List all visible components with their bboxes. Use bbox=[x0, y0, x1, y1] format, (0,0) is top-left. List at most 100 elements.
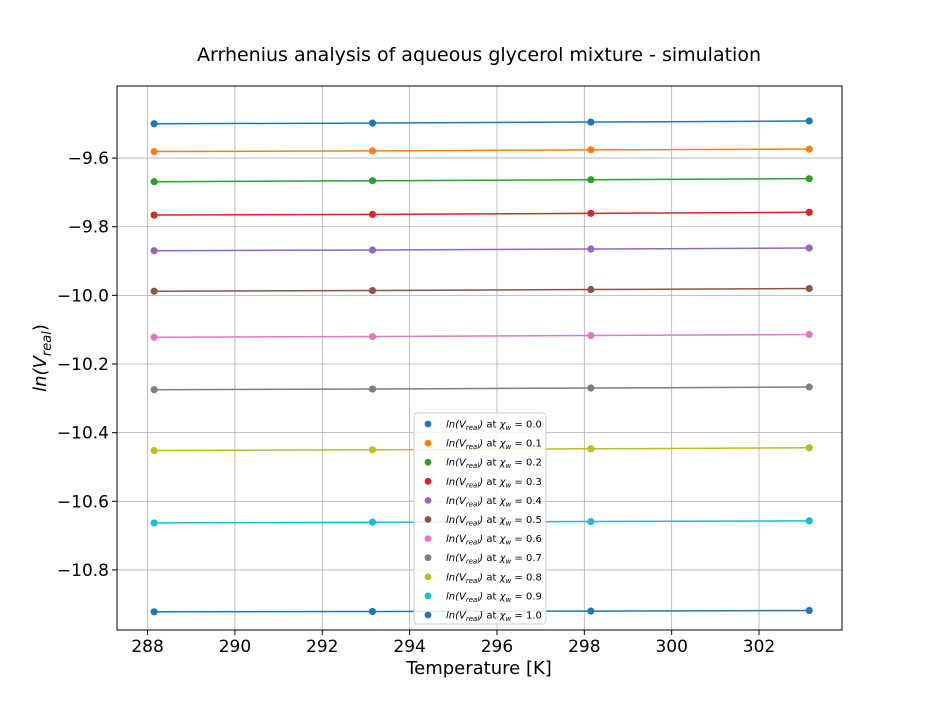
data-point bbox=[368, 177, 377, 185]
data-point bbox=[150, 608, 158, 616]
data-point bbox=[805, 383, 813, 391]
data-point bbox=[150, 247, 158, 255]
legend-entry: ln(Vreal) at χw = 0.1 bbox=[446, 439, 542, 452]
legend-entry: ln(Vreal) at χw = 0.3 bbox=[446, 477, 542, 490]
y-tick-label: −10.6 bbox=[57, 492, 109, 512]
data-point bbox=[805, 517, 813, 525]
data-point bbox=[805, 284, 813, 293]
data-point bbox=[368, 518, 377, 526]
data-point bbox=[587, 607, 595, 615]
series-line bbox=[154, 177, 810, 183]
legend-marker bbox=[424, 554, 432, 562]
chart-title: Arrhenius analysis of aqueous glycerol m… bbox=[197, 44, 761, 66]
data-point bbox=[150, 519, 158, 527]
data-point bbox=[587, 146, 595, 154]
x-tick-label: 294 bbox=[393, 637, 425, 657]
series-line bbox=[154, 333, 810, 338]
data-point bbox=[805, 175, 813, 183]
data-point bbox=[587, 445, 595, 453]
data-point bbox=[150, 333, 158, 341]
legend-entry: ln(Vreal) at χw = 0.0 bbox=[446, 420, 542, 433]
data-point bbox=[587, 285, 595, 294]
legend: ln(Vreal) at χw = 0.0 ln(Vreal) at χw = 0… bbox=[413, 412, 547, 625]
legend-entry: ln(Vreal) at χw = 1.0 bbox=[446, 611, 542, 624]
data-point bbox=[587, 245, 595, 253]
data-point bbox=[150, 178, 158, 186]
data-point bbox=[805, 444, 813, 452]
data-point bbox=[150, 287, 158, 295]
y-tick-label: −10.2 bbox=[57, 355, 109, 375]
series-0.5 bbox=[150, 284, 813, 295]
legend-marker bbox=[424, 420, 432, 428]
data-point bbox=[150, 386, 158, 394]
x-tick-label: 298 bbox=[568, 637, 600, 657]
x-axis-label: Temperature [K] bbox=[405, 658, 552, 679]
data-point bbox=[805, 145, 813, 153]
legend-marker bbox=[424, 611, 432, 619]
x-axis: 288 290 292 294 296 298 300 302 bbox=[131, 630, 775, 657]
y-tick-label: −9.8 bbox=[68, 218, 109, 238]
series-0.6 bbox=[150, 330, 813, 341]
legend-entry: ln(Vreal) at χw = 0.8 bbox=[446, 572, 542, 585]
x-tick-label: 300 bbox=[655, 637, 687, 657]
legend-marker bbox=[424, 516, 432, 523]
data-point bbox=[805, 208, 813, 216]
data-point bbox=[805, 244, 813, 252]
data-point bbox=[587, 384, 595, 392]
data-point bbox=[368, 607, 377, 616]
data-point bbox=[587, 331, 595, 340]
y-axis-label: ln(Vreal) bbox=[30, 324, 55, 392]
legend-marker bbox=[424, 477, 432, 485]
data-point bbox=[805, 117, 813, 125]
y-tick-label: −10.4 bbox=[57, 424, 109, 444]
legend-entry: ln(Vreal) at χw = 0.7 bbox=[446, 553, 542, 566]
legend-marker bbox=[424, 592, 432, 600]
x-tick-label: 288 bbox=[131, 637, 163, 657]
plot-frame bbox=[116, 85, 843, 631]
series-0.4 bbox=[150, 244, 813, 255]
legend-marker bbox=[424, 458, 432, 466]
y-axis: −9.6 −9.8 −10.0 −10.2 −10.4 −10.6 −10.8 bbox=[57, 149, 117, 581]
legend-entry: ln(Vreal) at χw = 0.6 bbox=[446, 534, 542, 547]
series-0.2 bbox=[150, 175, 813, 186]
data-point bbox=[587, 209, 595, 217]
series-line bbox=[154, 120, 810, 125]
data-point bbox=[150, 147, 158, 156]
data-point bbox=[150, 446, 158, 455]
data-point bbox=[368, 246, 377, 254]
legend-marker bbox=[424, 439, 432, 447]
legend-entry: ln(Vreal) at χw = 0.2 bbox=[446, 458, 542, 471]
legend-marker bbox=[424, 497, 432, 504]
series-0.7 bbox=[150, 383, 813, 394]
x-tick-label: 292 bbox=[306, 637, 338, 657]
data-point bbox=[368, 446, 377, 454]
y-tick-label: −10.8 bbox=[57, 561, 109, 581]
data-point bbox=[805, 606, 813, 615]
data-point bbox=[587, 517, 595, 526]
series-0.1 bbox=[150, 145, 813, 156]
series-line bbox=[154, 247, 810, 252]
series-line bbox=[154, 211, 810, 216]
data-point bbox=[368, 210, 377, 218]
data-point bbox=[368, 286, 377, 295]
data-point bbox=[368, 385, 377, 393]
legend-marker bbox=[424, 535, 432, 542]
legend-entry: ln(Vreal) at χw = 0.5 bbox=[446, 515, 542, 528]
data-point bbox=[368, 332, 377, 341]
series-0.3 bbox=[150, 208, 813, 219]
data-point bbox=[587, 118, 595, 126]
series-line bbox=[154, 287, 810, 292]
series-0.0 bbox=[150, 117, 813, 128]
legend-entry: ln(Vreal) at χw = 0.4 bbox=[446, 496, 542, 509]
x-tick-label: 290 bbox=[219, 637, 251, 657]
x-tick-label: 296 bbox=[481, 637, 513, 657]
legend-marker bbox=[424, 573, 432, 581]
data-point bbox=[805, 330, 813, 339]
series-line bbox=[154, 148, 810, 153]
y-tick-label: −9.6 bbox=[68, 149, 109, 169]
data-point bbox=[150, 211, 158, 219]
data-point bbox=[368, 147, 377, 155]
x-tick-label: 302 bbox=[743, 637, 775, 657]
series-line bbox=[154, 386, 810, 391]
